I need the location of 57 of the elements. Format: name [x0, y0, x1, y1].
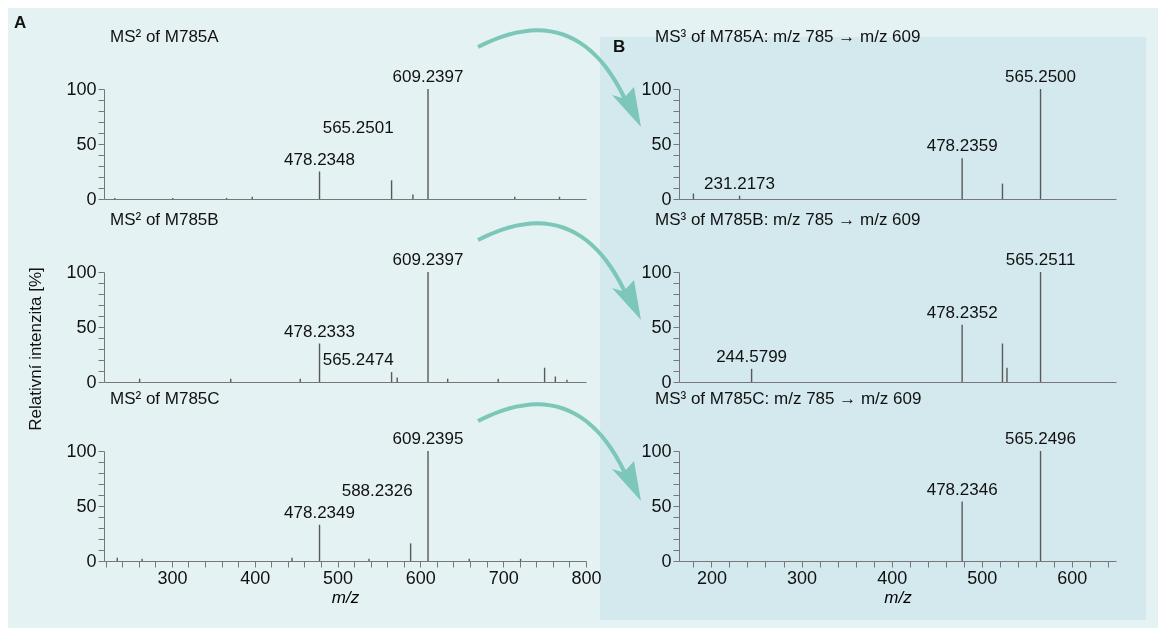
- y-tick-label: 100: [641, 78, 672, 99]
- y-tick-label: 50: [651, 316, 672, 337]
- y-tick-label: 100: [66, 78, 97, 99]
- chart-title: MS³ of M785C: m/z 785 → m/z 609: [655, 389, 922, 408]
- chart-title: MS² of M785A: [110, 27, 220, 46]
- annotation: 478.2352: [926, 302, 998, 322]
- chart-title: MS³ of M785B: m/z 785 → m/z 609: [655, 210, 921, 229]
- annotation: 565.2496: [1005, 429, 1076, 448]
- y-axis-title: Relativní intenzita [%]: [26, 267, 46, 431]
- x-tick-label: 500: [967, 567, 998, 588]
- x-tick-label: 300: [787, 567, 818, 588]
- y-tick-label: 50: [76, 495, 97, 516]
- x-axis-title: m/z: [884, 587, 913, 607]
- chart-title: MS³ of M785A: m/z 785 → m/z 609: [655, 27, 921, 46]
- text: A: [14, 13, 27, 33]
- annotation: 588.2326: [341, 481, 413, 501]
- y-tick-label: 50: [651, 133, 672, 154]
- annotation: 565.2511: [1005, 250, 1076, 269]
- y-tick-label: 50: [76, 133, 97, 154]
- chart-title: MS² of M785C: [110, 389, 220, 408]
- y-tick-label: 100: [641, 440, 672, 461]
- x-tick-label: 300: [157, 567, 188, 588]
- y-tick-label: 0: [86, 550, 97, 571]
- y-tick-label: 0: [661, 188, 672, 209]
- annotation: 609.2397: [392, 250, 464, 269]
- annotation: 478.2333: [284, 321, 355, 341]
- annotation: 565.2474: [322, 350, 394, 370]
- y-tick-label: 0: [86, 371, 97, 392]
- y-tick-label: 0: [661, 550, 672, 571]
- x-tick-label: 500: [323, 567, 354, 588]
- x-tick-label: 600: [1057, 567, 1088, 588]
- annotation: 609.2395: [392, 429, 464, 448]
- annotation: 609.2397: [392, 67, 464, 86]
- y-tick-label: 50: [76, 316, 97, 337]
- chart-title: MS² of M785B: [110, 210, 219, 229]
- annotation: 565.2501: [322, 118, 394, 138]
- annotation: 231.2173: [704, 173, 776, 193]
- annotation: 478.2348: [284, 149, 355, 169]
- annotation: 565.2500: [1005, 67, 1076, 86]
- annotation: 244.5799: [716, 346, 788, 366]
- annotation: 478.2346: [926, 479, 998, 499]
- y-tick-label: 100: [66, 440, 97, 461]
- text: B: [613, 37, 626, 57]
- y-tick-label: 0: [86, 188, 97, 209]
- y-tick-label: 50: [651, 495, 672, 516]
- x-tick-label: 200: [696, 567, 727, 588]
- x-tick-label: 400: [240, 567, 271, 588]
- y-tick-label: 100: [641, 261, 672, 282]
- x-tick-label: 800: [571, 567, 602, 588]
- x-axis-title: m/z: [331, 587, 360, 607]
- x-tick-label: 400: [877, 567, 908, 588]
- x-tick-label: 600: [405, 567, 436, 588]
- annotation: 478.2349: [284, 502, 355, 522]
- x-tick-label: 700: [488, 567, 519, 588]
- y-tick-label: 100: [66, 261, 97, 282]
- annotation: 478.2359: [926, 136, 998, 156]
- y-tick-label: 0: [661, 371, 672, 392]
